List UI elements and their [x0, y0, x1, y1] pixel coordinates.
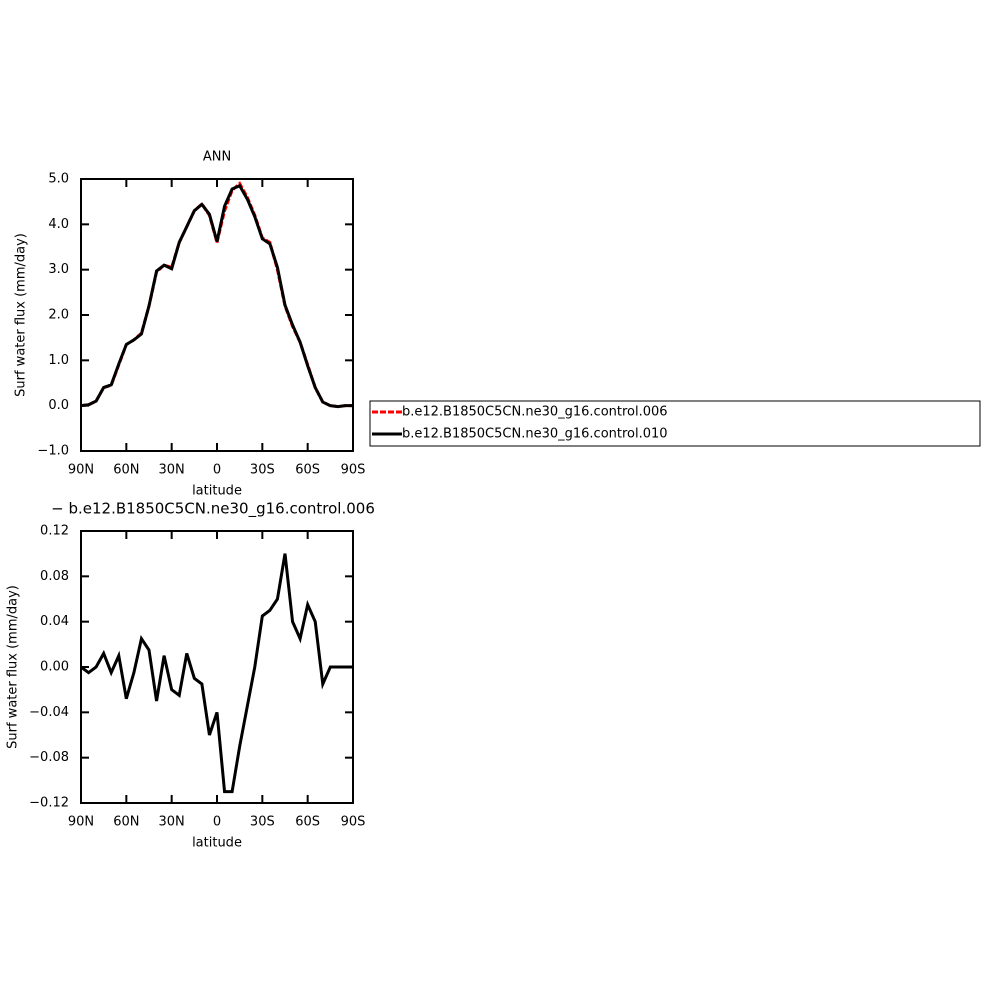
y-tick-label: 0.08: [40, 569, 69, 584]
y-axis-label: Surf water flux (mm/day): [14, 233, 29, 397]
plot-frame: [80, 530, 354, 804]
chart-title: − b.e12.B1850C5CN.ne30_g16.control.006: [51, 500, 375, 519]
x-tick-label: 90N: [68, 463, 94, 478]
data-line: [80, 183, 353, 409]
x-axis-label: latitude: [192, 484, 242, 499]
x-tick-label: 90S: [341, 463, 366, 478]
y-tick-label: 0.04: [40, 614, 69, 629]
x-tick-label: 90S: [341, 815, 366, 830]
y-tick-label: 0.12: [40, 524, 69, 539]
legend-label: b.e12.B1850C5CN.ne30_g16.control.010: [402, 427, 668, 442]
x-tick-label: 30S: [250, 815, 275, 830]
y-tick-label: −1.0: [37, 444, 69, 459]
x-tick-label: 60S: [295, 463, 320, 478]
x-tick-label: 30N: [159, 463, 185, 478]
x-tick-label: 60S: [295, 815, 320, 830]
x-tick-label: 60N: [113, 815, 139, 830]
y-tick-label: 5.0: [48, 172, 69, 187]
x-tick-label: 0: [213, 463, 221, 478]
y-tick-label: 2.0: [48, 308, 69, 323]
data-line: [80, 553, 353, 794]
y-tick-label: 1.0: [48, 353, 69, 368]
x-tick-label: 0: [213, 815, 221, 830]
legend-box: [369, 400, 981, 447]
y-tick-label: 0.0: [48, 398, 69, 413]
x-tick-label: 60N: [113, 463, 139, 478]
plot-frame: [80, 178, 354, 452]
y-tick-label: −0.12: [29, 796, 69, 811]
y-tick-label: −0.08: [29, 750, 69, 765]
chart-title: ANN: [203, 150, 231, 165]
x-tick-label: 90N: [68, 815, 94, 830]
data-line: [80, 181, 353, 409]
x-axis-label: latitude: [192, 836, 242, 851]
y-tick-label: 4.0: [48, 217, 69, 232]
y-axis-label: Surf water flux (mm/day): [6, 585, 21, 749]
y-tick-label: −0.04: [29, 705, 69, 720]
legend-label: b.e12.B1850C5CN.ne30_g16.control.006: [402, 405, 668, 420]
x-tick-label: 30S: [250, 463, 275, 478]
x-tick-label: 30N: [159, 815, 185, 830]
y-tick-label: 3.0: [48, 262, 69, 277]
y-tick-label: 0.00: [40, 660, 69, 675]
